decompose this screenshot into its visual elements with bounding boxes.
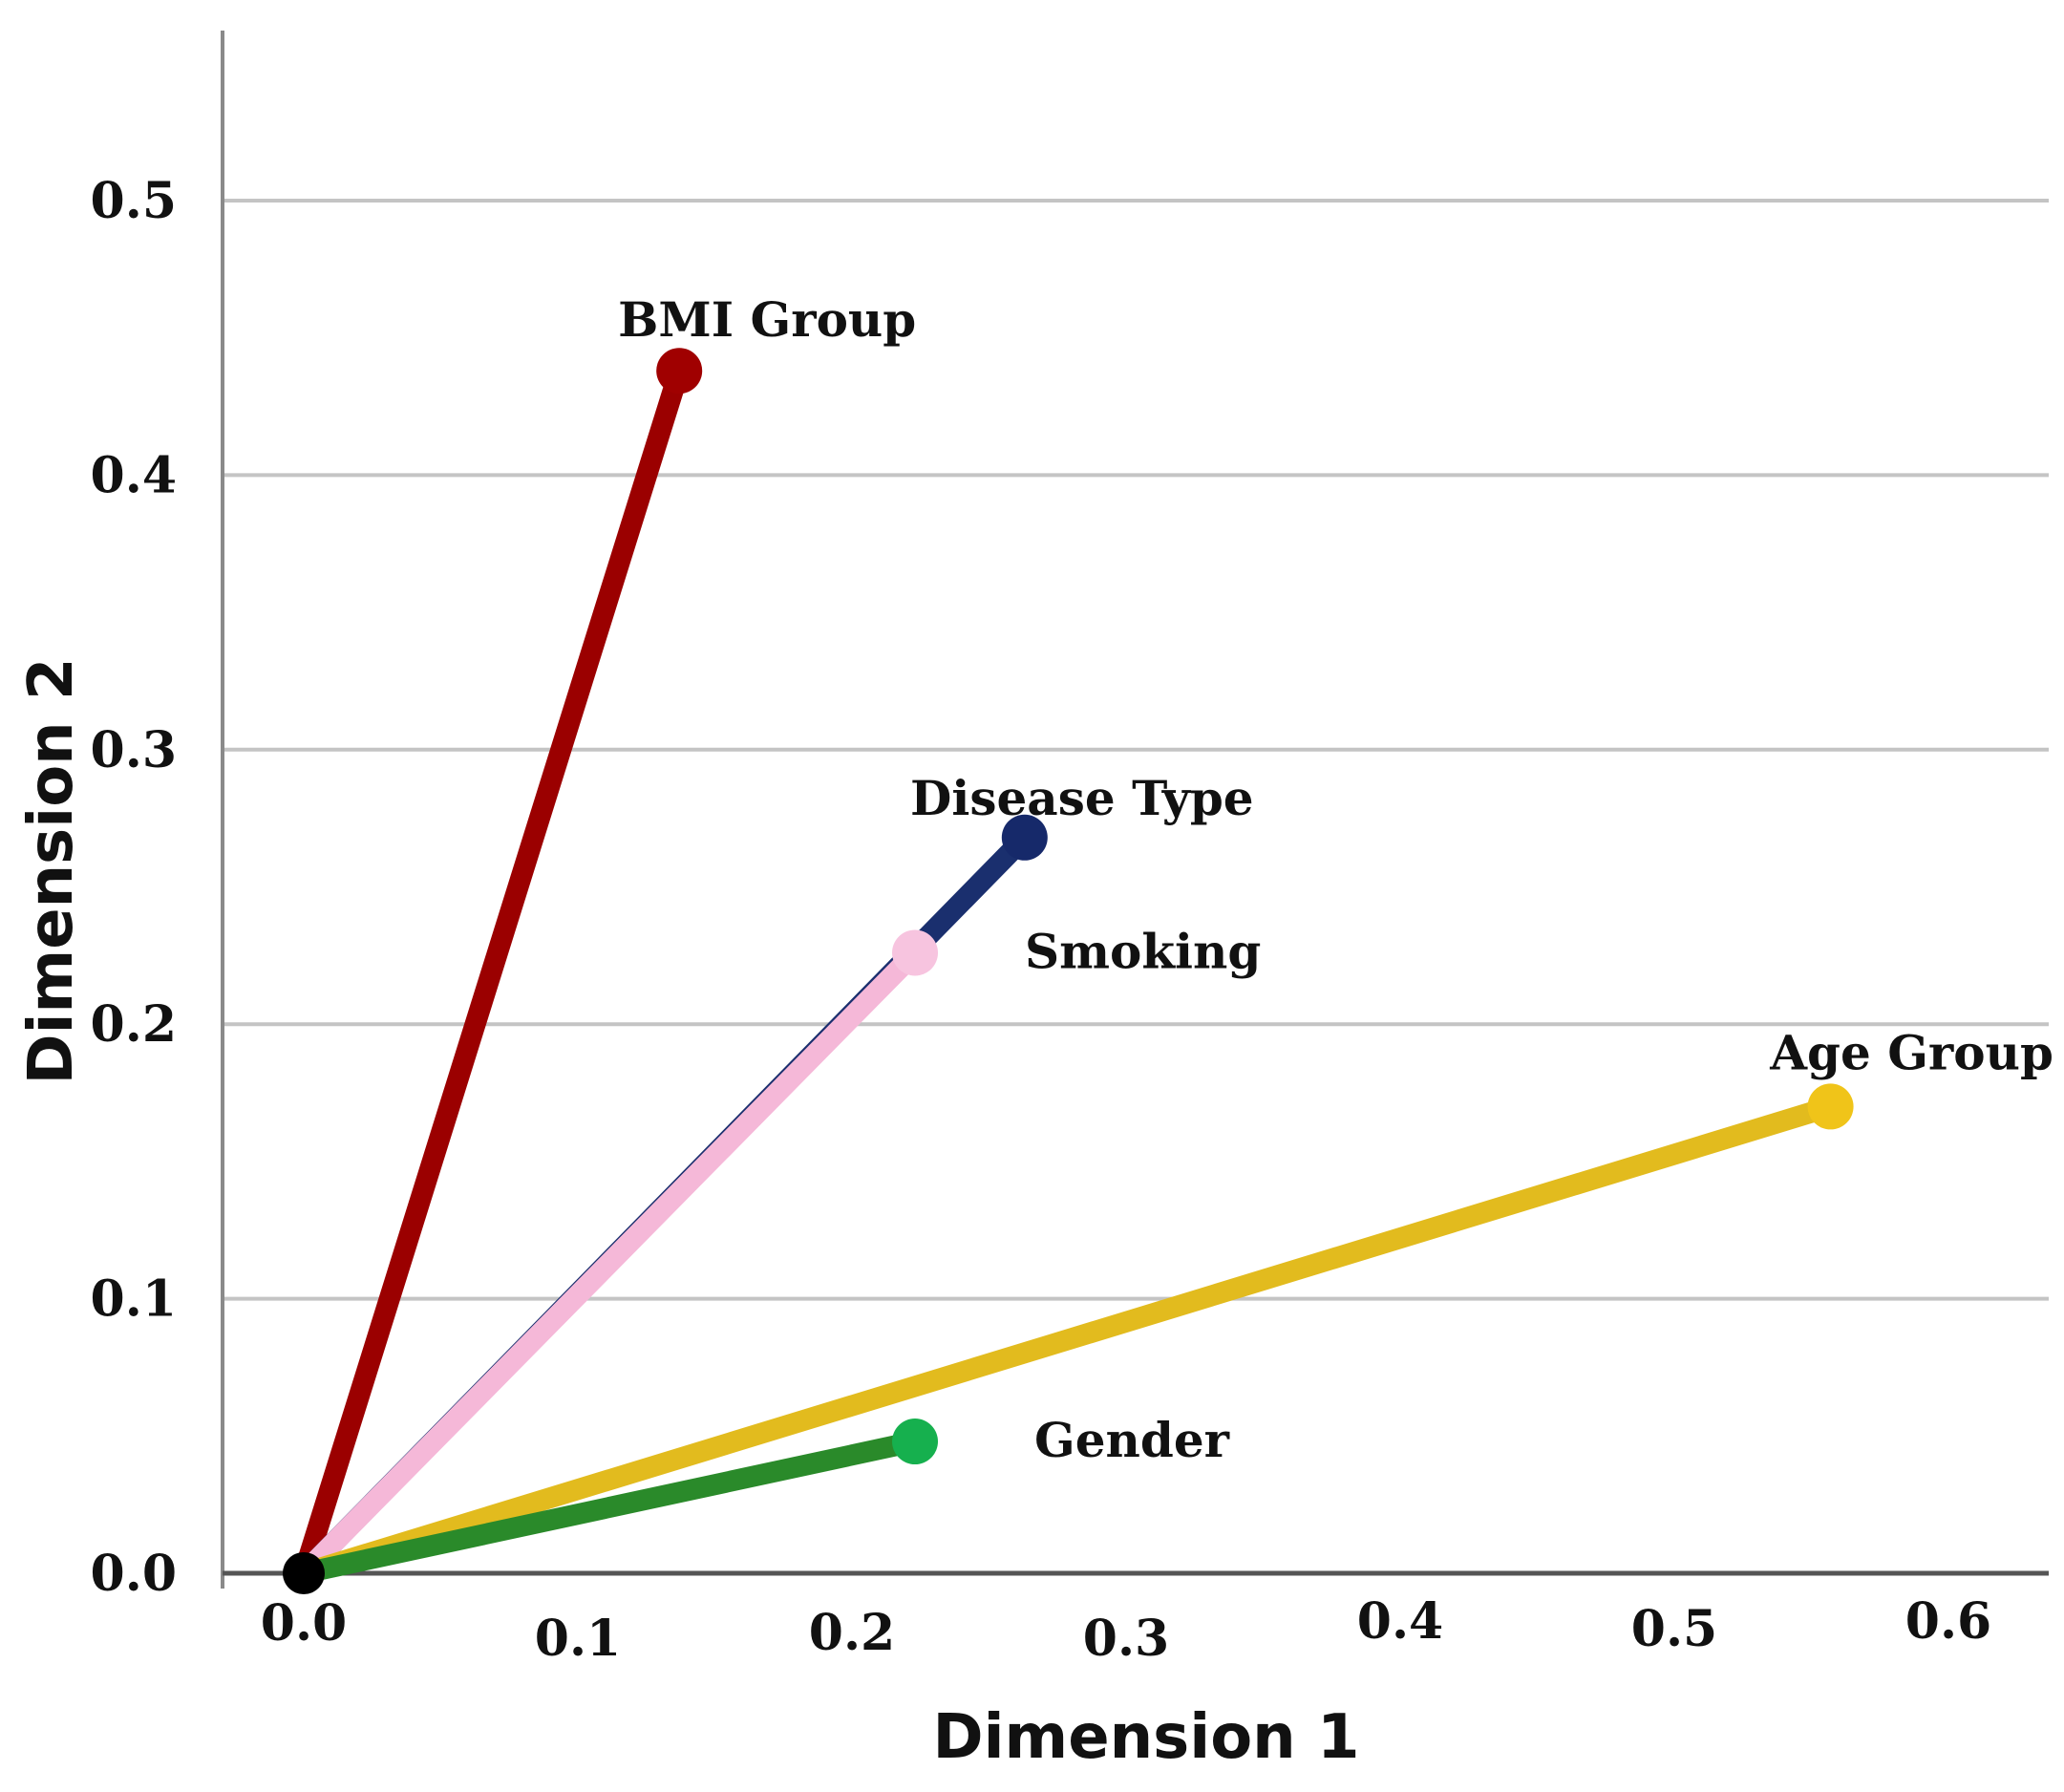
- axes: [221, 31, 2049, 1589]
- y-tick-label-0: 0.0: [91, 1545, 177, 1603]
- vector-endpoint-disease-type: [1001, 814, 1048, 861]
- x-tick-label-6: 0.6: [1905, 1592, 1991, 1651]
- y-tick-label-1: 0.1: [91, 1270, 177, 1329]
- y-axis-title: Dimension 2: [16, 657, 87, 1084]
- origin-point: [283, 1552, 325, 1594]
- vector-endpoint-age-group: [1807, 1083, 1854, 1130]
- vector-line-bmi-group: [293, 360, 691, 1584]
- vector-endpoint-gender: [892, 1419, 939, 1465]
- x-axis-title: Dimension 1: [932, 1702, 1359, 1773]
- x-tick-label-2: 0.2: [809, 1604, 895, 1662]
- vector-label-disease-type: Disease Type: [910, 770, 1254, 826]
- y-tick-label-2: 0.2: [91, 995, 177, 1054]
- vector-labels: BMI Group Disease Type Smoking Age Group Gen…: [618, 291, 2053, 1468]
- x-tick-label-4: 0.4: [1357, 1592, 1443, 1651]
- vector-line-gender: [293, 1431, 926, 1584]
- x-tick-label-1: 0.1: [535, 1610, 621, 1668]
- x-tick-label-3: 0.3: [1083, 1610, 1169, 1668]
- vector-label-gender: Gender: [1034, 1412, 1230, 1468]
- vector-endpoint-bmi-group: [656, 348, 703, 395]
- tick-labels: 0.0 0.1 0.2 0.3 0.4 0.5 0.0 0.1 0.2 0.3 0.4 0.5 0.6: [91, 172, 1992, 1668]
- x-tick-label-5: 0.5: [1631, 1600, 1717, 1658]
- x-tick-label-0: 0.0: [261, 1594, 347, 1653]
- vectors: [283, 348, 1854, 1594]
- vector-label-bmi-group: BMI Group: [618, 291, 916, 348]
- vector-label-smoking: Smoking: [1025, 923, 1261, 979]
- y-tick-label-4: 0.4: [91, 446, 177, 504]
- vector-label-age-group: Age Group: [1769, 1024, 2053, 1080]
- y-tick-label-3: 0.3: [91, 721, 177, 779]
- y-tick-label-5: 0.5: [91, 172, 177, 230]
- vector-endpoint-smoking: [892, 929, 939, 976]
- vector-line-smoking: [293, 942, 926, 1584]
- grid-lines: [223, 199, 2049, 1301]
- vector-line-age-group: [293, 1096, 1841, 1584]
